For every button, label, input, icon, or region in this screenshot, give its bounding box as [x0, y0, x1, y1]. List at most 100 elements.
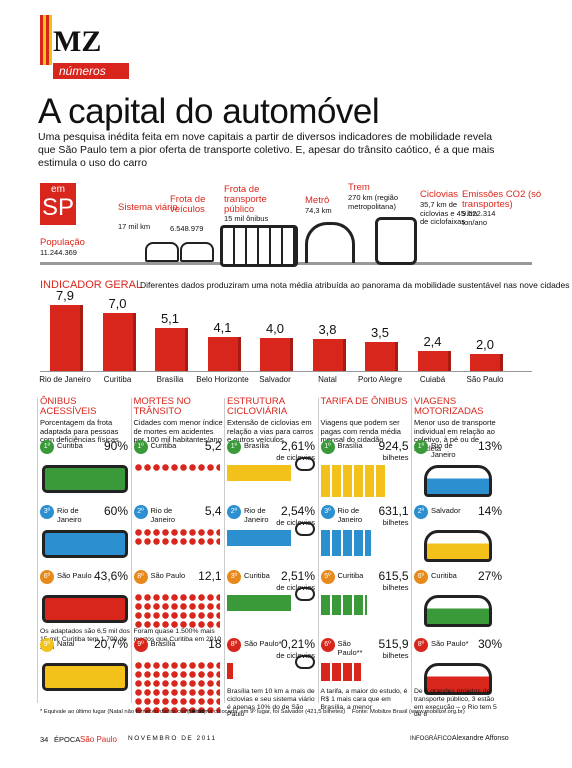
unit: de ciclovias [276, 518, 315, 527]
city: Rio de Janeiro [337, 506, 363, 524]
city: São Paulo* [244, 639, 282, 648]
column-divider [37, 398, 38, 703]
column-description: Viagens que podem ser pagas com renda mé… [320, 418, 401, 444]
sp-label: Emissões CO2 (só transportes) [462, 189, 542, 210]
unit: de ciclovias [276, 651, 315, 660]
footer-credit: Alexandre Affonso [452, 735, 509, 742]
rank-badge: 1º [320, 440, 335, 454]
sp-detail: 17 mil km [118, 222, 151, 231]
city: Brasília [244, 441, 270, 450]
rank-badge: 6º [414, 570, 428, 584]
sp-detail: 6.548.979 [170, 224, 204, 233]
logo-section: números [53, 63, 129, 79]
sp-detail: 9.522.314 ton/ano [462, 209, 496, 227]
sp-detail: 74,3 km [305, 206, 332, 215]
value: 30% [477, 637, 502, 651]
column-divider [224, 398, 225, 703]
metro-icon [305, 222, 355, 263]
footer-magazine: ÉPOCA [54, 735, 81, 744]
bar [102, 312, 133, 371]
value: 615,5 [378, 569, 409, 583]
column-title: ESTRUTURA CICLOVIÁRIA [227, 396, 288, 417]
value: 631,1 [378, 504, 409, 518]
city: Curitiba [431, 571, 457, 580]
unit: bilhetes [382, 518, 409, 527]
city: Brasília [337, 441, 363, 450]
car-illustration [424, 530, 492, 562]
rank-badge: 1º [40, 440, 54, 454]
column-title: TARIFA DE ÔNIBUS [320, 396, 408, 407]
value-label: 4,0 [265, 320, 285, 336]
sp-badge [40, 183, 76, 225]
rank-badge: 5º [320, 570, 335, 584]
chart-subtitle: Diferentes dados produziram uma nota méd… [140, 280, 570, 290]
value-label: 3,8 [318, 322, 337, 338]
rank-badge: 3º [40, 505, 54, 519]
rank-badge: 6º [320, 638, 335, 652]
bus-illustration [42, 530, 128, 558]
footer-page: 34 [40, 735, 49, 744]
value-label: 3,5 [370, 324, 390, 340]
sp-label: Metrô [305, 195, 330, 206]
unit: de ciclovias [276, 583, 315, 592]
value-label: 2,4 [423, 333, 442, 349]
train-icon [375, 217, 417, 265]
rank-badge: 6º [40, 570, 54, 584]
baseline [40, 371, 532, 372]
bar [417, 350, 448, 371]
column-divider [411, 398, 412, 703]
rank-badge: 2º [133, 505, 148, 519]
car-icon [180, 242, 214, 262]
column-note: Foram quase 1.500% mais mortos que Curit… [133, 628, 222, 643]
bus-illustration [42, 595, 128, 623]
title: A capital do automóvel [38, 92, 380, 131]
category-label: Cuiabá [419, 375, 446, 384]
city: Curitiba [244, 571, 270, 580]
bar [155, 328, 185, 371]
cycle-illustration [227, 595, 291, 611]
bar [50, 305, 80, 371]
bike-icon [295, 522, 315, 536]
sp-badge-text: SP [41, 194, 74, 221]
column-divider [130, 398, 132, 703]
value: 20,7% [93, 637, 128, 651]
category-label: São Paulo [466, 375, 504, 384]
bar [207, 336, 238, 371]
city: Natal [57, 639, 75, 648]
cycle-illustration [227, 465, 291, 481]
category-label: Rio de Janeiro [39, 375, 91, 384]
value-label: 7,0 [108, 295, 127, 311]
category-label: Belo Horizonte [196, 375, 249, 384]
logo: MZ [53, 25, 102, 58]
category-label: Curitiba [103, 375, 132, 384]
value: 12,1 [198, 569, 222, 583]
unit: bilhetes [382, 651, 409, 660]
unit: bilhetes [382, 583, 409, 592]
sp-detail: 11.244.369 [40, 248, 77, 257]
column-note: De 6 grandes projetos de transporte públ… [414, 688, 497, 719]
bar [470, 354, 500, 371]
column-description: Cidades com menor índice de mortes em ac… [133, 418, 223, 444]
city: São Paulo** [337, 639, 363, 657]
column-title: VIAGENS MOTORIZADAS [414, 396, 484, 417]
footnote: * Equivale ao último lugar (Natal não fo… [40, 709, 206, 715]
column-title: ÔNIBUS ACESSÍVEIS [40, 396, 97, 417]
value-label: 5,1 [160, 311, 180, 327]
bike-icon [295, 655, 315, 669]
category-label: Brasília [156, 375, 184, 384]
bike-icon [295, 457, 315, 471]
sp-detail: 35,7 km de ciclovias e 45 km de ciclofai… [420, 200, 478, 226]
city: Curitiba [337, 571, 364, 580]
ticket-illustration [320, 595, 367, 615]
city: Rio de Janeiro [150, 506, 176, 524]
city: São Paulo [150, 571, 186, 580]
value: 5,2 [204, 439, 222, 453]
cycle-illustration [227, 663, 233, 679]
value: 90% [103, 439, 128, 453]
deaths-illustration [133, 528, 220, 546]
footnote: ** A última colocada, em 9º lugar, foi S… [186, 709, 346, 715]
rank-badge: 1º [227, 440, 241, 454]
city: São Paulo [57, 571, 92, 580]
rank-badge: 9º [133, 638, 148, 652]
sp-detail: 270 km (região metropolitana) [348, 193, 399, 211]
